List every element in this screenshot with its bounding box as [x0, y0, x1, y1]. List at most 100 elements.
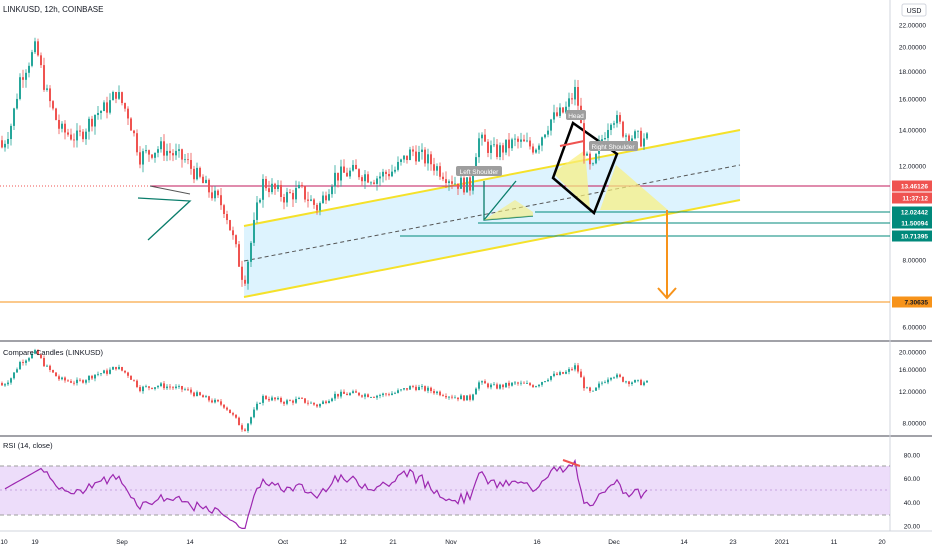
compare-candle	[607, 377, 609, 385]
compare-candle	[124, 370, 126, 374]
compare-candle	[169, 384, 171, 390]
compare-candle	[541, 381, 543, 387]
candle	[292, 189, 294, 207]
candle	[496, 138, 498, 160]
rsi-tick-label: 60.00	[904, 476, 921, 483]
triangle-pattern[interactable]	[137, 185, 192, 241]
ascending-channel[interactable]	[243, 129, 741, 298]
svg-text:11:37:12: 11:37:12	[902, 196, 928, 203]
compare-candle	[214, 398, 216, 404]
price-label-support: 12.02442	[892, 206, 932, 218]
candle	[316, 202, 318, 215]
compare-candle	[487, 382, 489, 389]
compare-candle	[1, 381, 3, 386]
target-arrow[interactable]	[657, 210, 677, 300]
compare-candle	[505, 382, 507, 388]
candle	[193, 165, 195, 184]
compare-candles[interactable]	[1, 348, 648, 433]
channel-upper-line[interactable]	[243, 129, 741, 227]
price-tick-label: 20.00000	[899, 45, 926, 52]
currency-button[interactable]: USD	[901, 3, 927, 17]
candle	[4, 140, 6, 152]
compare-candle	[394, 391, 396, 395]
price-axis[interactable]: 6.000008.0000010.0000012.0000014.0000016…	[899, 23, 927, 332]
compare-candle	[280, 396, 282, 404]
compare-candle	[94, 374, 96, 382]
compare-candle	[37, 349, 39, 356]
compare-candle	[82, 379, 84, 384]
rsi-line[interactable]	[4, 458, 648, 530]
compare-candle	[418, 384, 420, 391]
time-tick-label: 2021	[775, 539, 790, 546]
compare-candle	[337, 393, 339, 399]
compare-candle	[184, 387, 186, 391]
compare-candle	[166, 384, 168, 391]
left-shoulder-label: Left Shoulder	[456, 166, 502, 176]
compare-candle	[16, 367, 18, 373]
candle	[145, 145, 147, 154]
candle	[61, 121, 63, 133]
candle	[118, 85, 120, 100]
candle	[583, 118, 585, 164]
candle	[244, 275, 246, 286]
compare-candle	[490, 383, 492, 390]
candle	[46, 84, 48, 92]
price-tick-label: 22.00000	[899, 23, 926, 30]
candle	[196, 162, 198, 181]
channel-lower-line[interactable]	[243, 199, 741, 298]
candle	[229, 219, 231, 231]
candle	[136, 129, 138, 156]
candle	[625, 133, 627, 142]
right-shoulder-triangle[interactable]	[600, 165, 668, 210]
compare-candle	[313, 402, 315, 406]
compare-candle	[343, 389, 345, 394]
compare-candle	[145, 384, 147, 388]
compare-candle	[469, 393, 471, 402]
compare-candle	[154, 387, 156, 391]
rsi-divergence-line	[562, 459, 581, 467]
time-axis[interactable]: 10 19 Sep 14 Oct 12 21 Nov 16 Dec 14 23 2021 11 20	[0, 539, 886, 546]
candle	[1, 135, 3, 149]
time-tick-label: Nov	[445, 539, 457, 546]
candle	[52, 100, 54, 111]
head-triangle[interactable]	[553, 150, 590, 210]
compare-candle	[454, 395, 456, 399]
compare-price-axis[interactable]: 8.00000 12.00000 16.00000 20.00000	[899, 350, 927, 428]
compare-candle	[238, 416, 240, 426]
candle	[271, 178, 273, 195]
compare-candle	[199, 391, 201, 396]
candle	[73, 133, 75, 148]
candle	[151, 154, 153, 160]
svg-text:13.46126: 13.46126	[901, 184, 928, 191]
candle	[220, 188, 222, 210]
compare-candle	[271, 395, 273, 402]
candle	[340, 159, 342, 187]
compare-candle	[220, 398, 222, 407]
compare-candle	[520, 380, 522, 386]
compare-candle	[247, 422, 249, 433]
svg-text:7.30635: 7.30635	[905, 300, 929, 307]
candle	[250, 240, 252, 268]
candle	[367, 171, 369, 184]
time-tick-label: 10	[0, 539, 8, 546]
compare-candle	[334, 391, 336, 401]
compare-candle	[307, 400, 309, 406]
candle	[535, 148, 537, 154]
price-tick-label: 12.00000	[899, 163, 926, 170]
time-tick-label: 12	[339, 539, 347, 546]
compare-candle	[232, 411, 234, 417]
candle	[121, 91, 123, 106]
left-shoulder-box[interactable]	[483, 180, 534, 221]
compare-candle	[25, 359, 27, 366]
candle	[544, 134, 546, 139]
compare-candle	[223, 404, 225, 409]
rsi-axis[interactable]: 20.00 40.00 60.00 80.00	[904, 453, 921, 531]
compare-candle	[397, 388, 399, 394]
price-label-target: 7.30635	[892, 296, 932, 308]
candle	[646, 132, 648, 140]
compare-candle	[160, 381, 162, 388]
candle	[382, 168, 384, 183]
candle	[10, 123, 12, 146]
